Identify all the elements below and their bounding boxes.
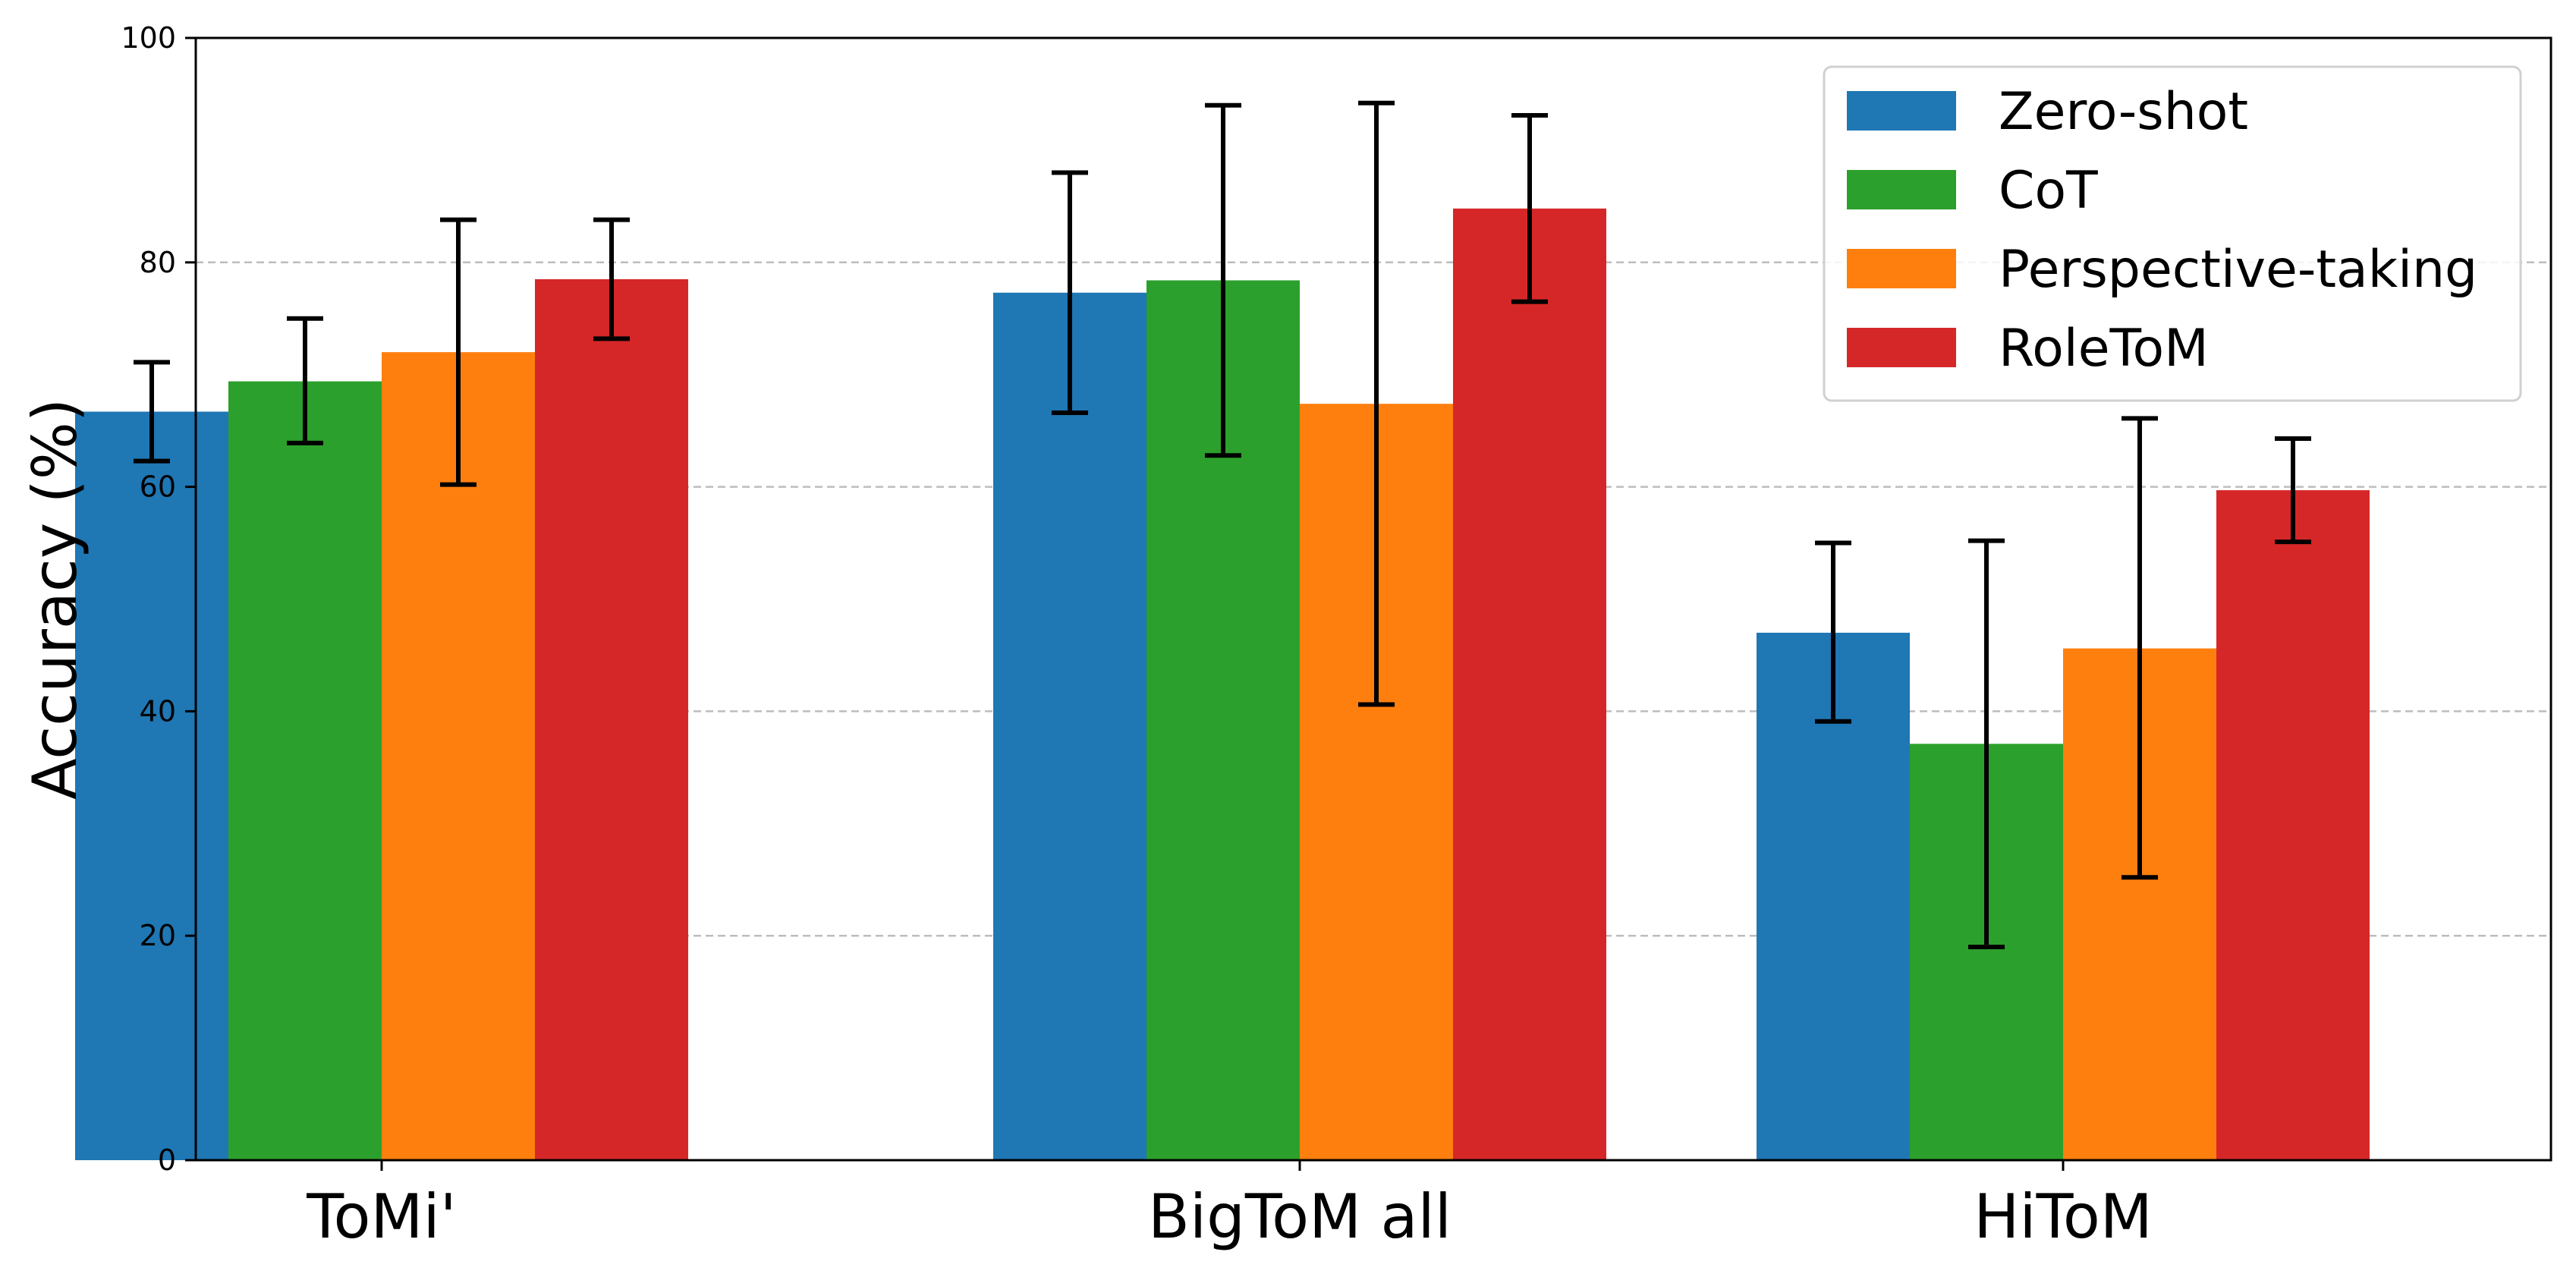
- bars: [75, 208, 2370, 1161]
- legend-label: CoT: [1999, 161, 2098, 221]
- y-tick-label: 80: [140, 246, 176, 279]
- error-bar: [1052, 170, 1088, 415]
- bar-roletom-1: [1453, 208, 1606, 1161]
- bar-zero-shot-1: [993, 292, 1146, 1160]
- x-axis-ticks: ToMi' BigToM all HiToM: [306, 1160, 2153, 1252]
- legend-label: RoleToM: [1999, 319, 2209, 379]
- legend-box: [1823, 65, 2522, 402]
- error-bar: [1511, 113, 1548, 304]
- error-bar: [1358, 100, 1395, 707]
- bar-roletom-2: [2216, 490, 2370, 1160]
- y-tick-label: 100: [121, 21, 176, 55]
- legend: Zero-shot CoT Perspective-taking RoleToM: [1823, 65, 2522, 402]
- plot-frame: [194, 36, 2552, 1162]
- error-bar: [1815, 540, 1851, 724]
- legend-swatch: [1847, 328, 1956, 367]
- y-tick-label: 20: [140, 919, 176, 952]
- error-bar: [2275, 436, 2311, 545]
- legend-swatch: [1847, 249, 1956, 288]
- legend-label: Zero-shot: [1999, 82, 2248, 142]
- y-tick-label: 40: [140, 694, 176, 728]
- legend-label: Perspective-taking: [1999, 240, 2477, 300]
- y-axis-ticks: 0 20 40 60 80 100: [121, 21, 196, 1177]
- bar-cot-0: [228, 381, 382, 1161]
- error-bar: [593, 217, 630, 341]
- bar-roletom-0: [535, 278, 688, 1160]
- error-bar: [440, 217, 477, 487]
- y-tick-label: 0: [158, 1143, 176, 1177]
- x-tick-label: BigToM all: [1148, 1181, 1452, 1252]
- error-bar: [1205, 102, 1241, 458]
- legend-swatch: [1847, 91, 1956, 131]
- error-bar: [2122, 416, 2158, 880]
- bar-zero-shot-0: [75, 411, 228, 1160]
- y-tick-label: 60: [140, 470, 176, 504]
- error-bar: [134, 360, 170, 464]
- error-bar: [287, 316, 323, 445]
- error-bar: [1968, 538, 2005, 949]
- y-axis-label: Accuracy (%): [20, 398, 90, 800]
- x-tick-label: ToMi': [306, 1181, 456, 1252]
- legend-swatch: [1847, 170, 1956, 209]
- error-bars: [134, 100, 2311, 949]
- x-tick-label: HiToM: [1974, 1181, 2153, 1252]
